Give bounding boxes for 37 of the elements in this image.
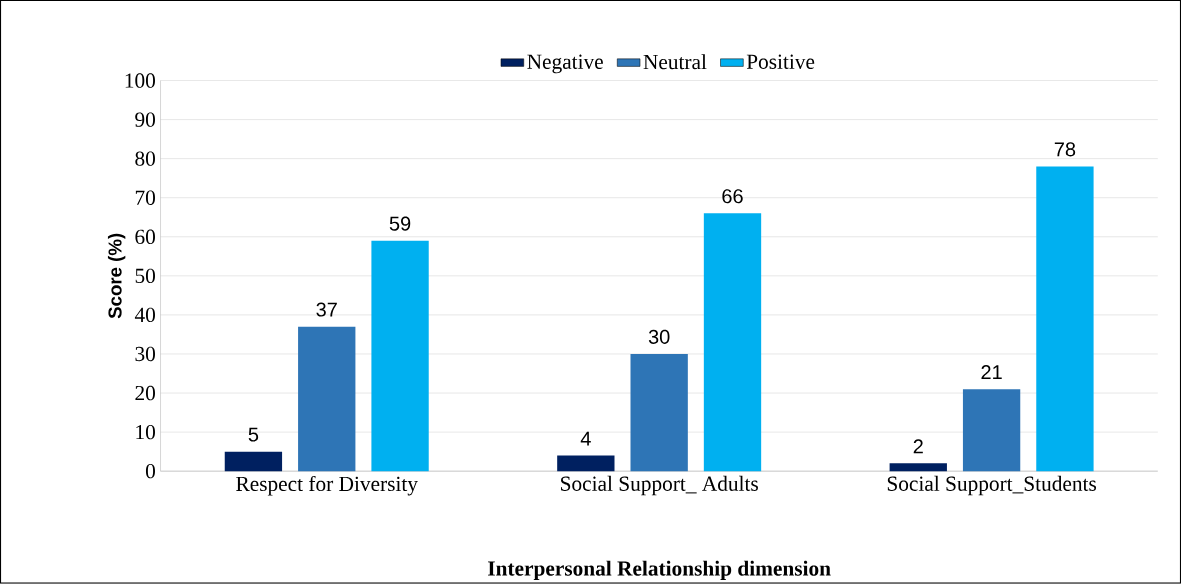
data-label: 4 [580, 431, 591, 446]
data-label: 37 [316, 302, 337, 317]
legend-label: Negative [527, 54, 603, 74]
y-tick-label: 90 [135, 112, 155, 127]
y-tick-label: 80 [135, 151, 155, 166]
bar [889, 463, 947, 472]
data-label: 5 [248, 427, 259, 442]
bar [1036, 166, 1094, 472]
x-tick-label: Respect for Diversity [236, 476, 418, 496]
bar [298, 326, 356, 472]
data-label: 21 [981, 365, 1002, 380]
x-axis-title: Interpersonal Relationship dimension [488, 560, 831, 581]
y-tick-label: 0 [145, 464, 155, 479]
data-label: 59 [389, 216, 411, 231]
y-tick-label: 70 [135, 190, 155, 206]
data-label: 2 [913, 439, 923, 454]
data-label: 78 [1054, 142, 1076, 157]
y-tick-label: 20 [135, 386, 155, 401]
y-tick-label: 100 [125, 73, 155, 88]
legend-label: Positive [746, 54, 815, 70]
y-tick-label: 30 [135, 346, 155, 362]
y-axis-title: Score (%) [107, 233, 126, 319]
data-label: 30 [648, 329, 670, 345]
bar [703, 213, 762, 472]
bar [630, 354, 688, 472]
y-tick-label: 10 [136, 425, 155, 440]
data-label: 66 [722, 189, 743, 204]
y-tick-label: 40 [134, 307, 155, 323]
bar [557, 455, 615, 472]
bar [224, 451, 283, 472]
y-tick-label: 50 [135, 268, 155, 284]
bar [962, 389, 1021, 472]
legend-label: Neutral [643, 54, 707, 70]
x-tick-label: Social Support_ Adults [561, 476, 758, 496]
x-tick-label: Social Support_Students [887, 476, 1097, 496]
y-tick-label: 60 [135, 229, 155, 245]
bar [371, 240, 429, 472]
